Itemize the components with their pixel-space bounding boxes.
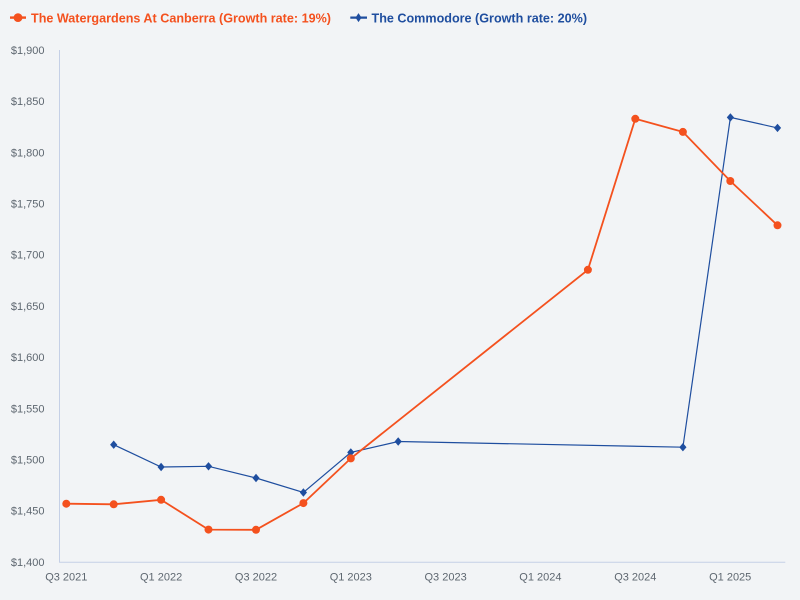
svg-text:Q1 2025: Q1 2025: [709, 571, 751, 583]
svg-text:Q1 2022: Q1 2022: [140, 571, 182, 583]
svg-text:The Watergardens At Canberra (: The Watergardens At Canberra (Growth rat…: [31, 12, 331, 26]
svg-text:$1,700: $1,700: [11, 250, 45, 262]
svg-text:Q3 2021: Q3 2021: [45, 571, 87, 583]
svg-text:Q1 2024: Q1 2024: [519, 571, 561, 583]
svg-text:$1,750: $1,750: [11, 199, 45, 211]
svg-text:$1,400: $1,400: [11, 557, 45, 569]
svg-text:Q3 2024: Q3 2024: [614, 571, 656, 583]
svg-text:Q3 2023: Q3 2023: [424, 571, 466, 583]
svg-text:$1,900: $1,900: [11, 45, 45, 57]
svg-text:$1,650: $1,650: [11, 301, 45, 313]
svg-text:$1,450: $1,450: [11, 506, 45, 518]
svg-text:$1,800: $1,800: [11, 147, 45, 159]
svg-text:$1,500: $1,500: [11, 455, 45, 467]
svg-text:Q1 2023: Q1 2023: [330, 571, 372, 583]
svg-text:$1,850: $1,850: [11, 96, 45, 108]
svg-text:The Commodore (Growth rate: 20: The Commodore (Growth rate: 20%): [372, 12, 588, 26]
svg-text:Q3 2022: Q3 2022: [235, 571, 277, 583]
svg-text:$1,550: $1,550: [11, 403, 45, 415]
svg-text:$1,600: $1,600: [11, 352, 45, 364]
